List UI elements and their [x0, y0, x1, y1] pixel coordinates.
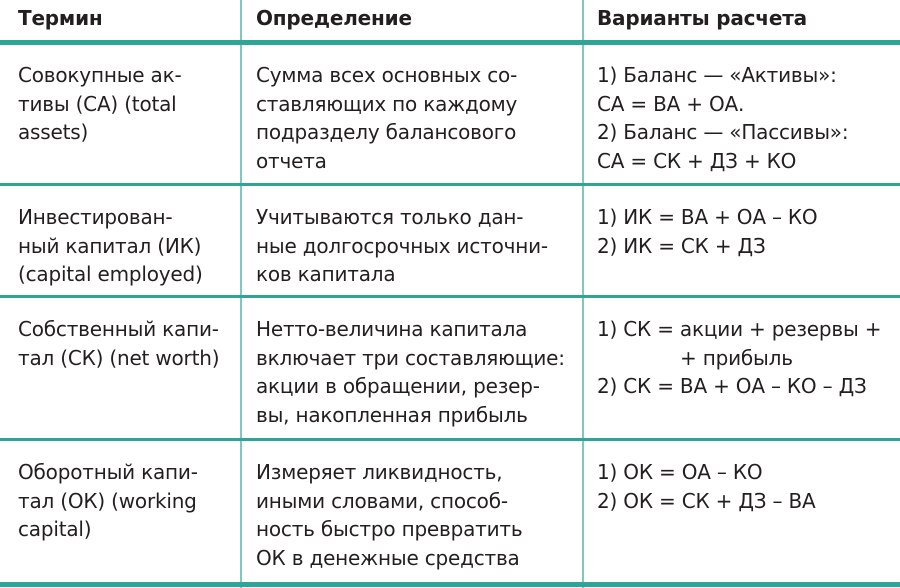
cell-line: СА = ВА + ОА. [597, 91, 745, 116]
cell-line: Инвестирован- [18, 205, 173, 229]
cell-line: 2) ИК = СК + ДЗ [597, 233, 766, 258]
cell-line: Совокупные ак- [18, 63, 182, 87]
cell-line: отчета [256, 148, 327, 173]
row-rule [0, 438, 900, 441]
header-cell: Варианты расчета [597, 6, 807, 30]
column-divider [582, 0, 584, 588]
bottom-rule [0, 582, 900, 587]
cell-line: Нетто-величина капитала [256, 317, 528, 341]
cell-line: ков капитала [256, 262, 396, 286]
cell-line: Измеряет ликвидность, [256, 460, 503, 484]
cell-line: assets) [18, 120, 89, 144]
header-cell: Термин [18, 6, 103, 30]
row-rule [0, 295, 900, 298]
cell-line: + прибыль [680, 345, 793, 370]
header-cell: Определение [256, 6, 412, 30]
cell-line: иными словами, способ- [256, 488, 508, 513]
cell-line: ставляющих по каждому [256, 91, 518, 116]
cell-line: тал (СК) (net worth) [18, 345, 220, 370]
cell-line: 2) Баланс — «Пассивы»: [597, 120, 849, 144]
cell-line: ные долгосрочных источни- [256, 233, 548, 258]
cell-line: (capital employed) [18, 262, 203, 286]
cell-line: акции в обращении, резер- [256, 374, 540, 398]
cell-line: вы, накопленная прибыль [256, 402, 528, 427]
cell-line: Учитываются только дан- [256, 205, 524, 229]
cell-line: 2) СК = ВА + ОА – КО – ДЗ [597, 374, 867, 398]
cell-line: 1) СК = акции + резервы + [597, 317, 882, 341]
cell-line: 1) ИК = ВА + ОА – КО [597, 205, 818, 229]
cell-line: ность быстро превратить [256, 517, 523, 541]
cell-line: СА = СК + ДЗ + КО [597, 148, 797, 173]
header-rule [0, 40, 900, 45]
cell-line: ОК в денежные средства [256, 545, 520, 570]
cell-line: Собственный капи- [18, 317, 219, 341]
cell-line: Сумма всех основных со- [256, 63, 518, 87]
cell-line: тивы (СА) (total [18, 91, 177, 116]
cell-line: 2) ОК = СК + ДЗ – ВА [597, 488, 816, 513]
cell-line: ный капитал (ИК) [18, 233, 202, 258]
column-divider [240, 0, 242, 588]
cell-line: подразделу балансового [256, 120, 517, 144]
cell-line: тал (ОК) (working [18, 488, 197, 513]
cell-line: Оборотный капи- [18, 460, 198, 484]
cell-line: включает три составляющие: [256, 345, 565, 370]
cell-line: 1) ОК = ОА – КО [597, 460, 763, 484]
row-rule [0, 183, 900, 186]
cell-line: 1) Баланс — «Активы»: [597, 63, 837, 87]
cell-line: capital) [18, 517, 92, 541]
